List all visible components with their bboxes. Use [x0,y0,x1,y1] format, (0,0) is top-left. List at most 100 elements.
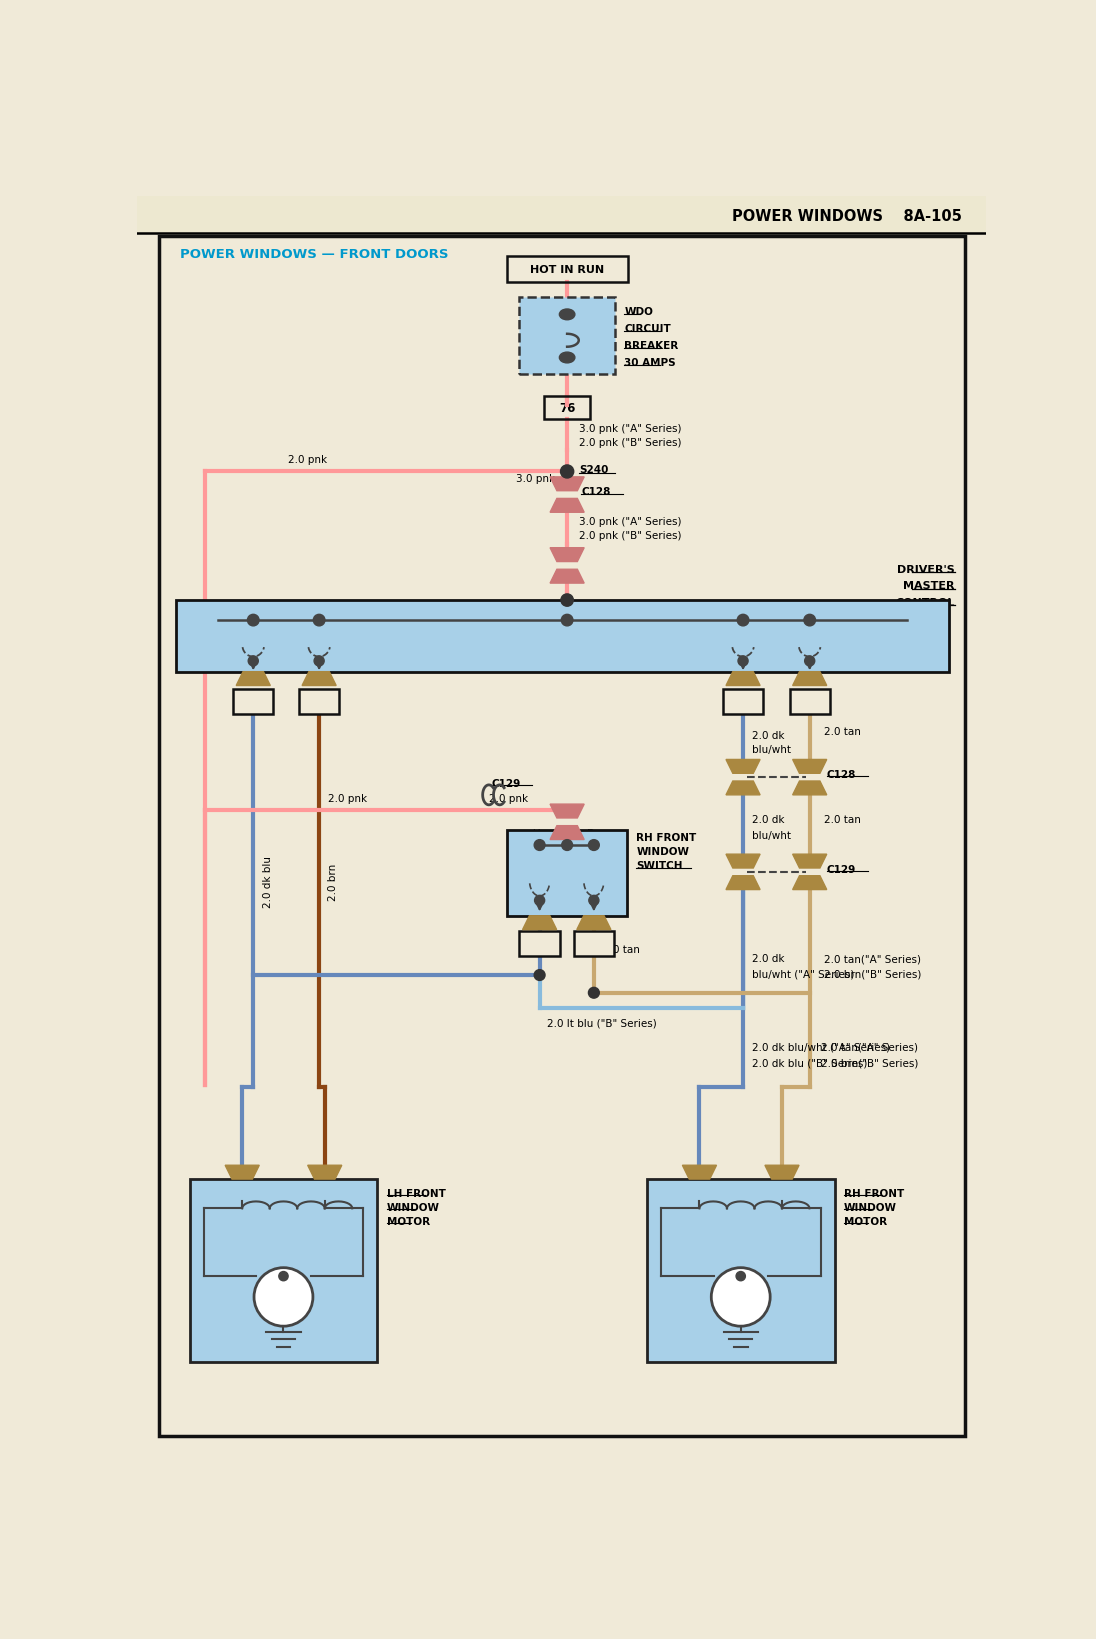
Circle shape [254,1269,313,1326]
Text: 2.0 brn("B" Series): 2.0 brn("B" Series) [821,1057,918,1067]
Text: 2.0 pnk ("B" Series): 2.0 pnk ("B" Series) [579,531,682,541]
Circle shape [315,657,324,667]
Bar [723,690,763,715]
Text: CIRCUIT: CIRCUIT [625,325,671,334]
Text: RH FRONT: RH FRONT [637,833,697,842]
Text: 3.0 pnk ("A" Series): 3.0 pnk ("A" Series) [579,425,682,434]
Circle shape [313,615,324,626]
Circle shape [804,657,814,667]
Text: MOTOR: MOTOR [387,1216,430,1226]
Circle shape [535,897,545,906]
Text: C128: C128 [826,770,856,780]
Circle shape [278,1272,288,1282]
Text: C128: C128 [581,487,610,497]
Polygon shape [683,1165,717,1180]
Polygon shape [792,877,826,890]
Bar [520,298,615,375]
Text: Dn: Dn [318,1188,332,1198]
Text: M: M [733,1290,749,1305]
Text: 2.0 pnk: 2.0 pnk [288,454,327,464]
Text: 164: 164 [241,697,265,708]
Text: RH Front: RH Front [761,606,808,616]
Ellipse shape [559,352,575,364]
Polygon shape [726,782,761,795]
Text: MASTER: MASTER [903,582,955,592]
Circle shape [737,1272,745,1282]
Bar [190,1180,377,1362]
Bar [789,690,830,715]
Text: S240: S240 [579,465,608,475]
Text: 2.0 brn: 2.0 brn [329,864,339,900]
Circle shape [248,615,259,626]
Text: Up: Up [533,829,547,839]
Text: 2.0 dk blu: 2.0 dk blu [263,856,273,908]
Text: Dn: Dn [802,603,817,613]
Text: Dn: Dn [312,603,327,613]
Bar [507,829,627,916]
Text: WINDOW: WINDOW [844,1201,897,1213]
Text: 167: 167 [582,939,606,949]
Circle shape [561,595,573,606]
Text: 2.0 tan("A" Series): 2.0 tan("A" Series) [824,954,921,964]
Polygon shape [550,500,584,513]
Bar [647,1180,834,1362]
Text: Dn: Dn [586,829,602,839]
Text: MOTOR: MOTOR [844,1216,887,1226]
Circle shape [589,841,600,851]
Polygon shape [237,672,271,687]
Circle shape [589,988,600,998]
Text: M: M [276,1290,292,1305]
Polygon shape [308,1165,342,1180]
Polygon shape [792,854,826,869]
Bar [233,690,273,715]
Text: 2.0 dk: 2.0 dk [752,731,785,741]
Text: 2.0 lt blu ("B" Series): 2.0 lt blu ("B" Series) [547,1018,658,1028]
Bar [299,690,340,715]
Text: Up: Up [693,1188,707,1198]
Text: 2.0 dk: 2.0 dk [752,954,785,964]
Text: LH FRONT: LH FRONT [387,1188,445,1198]
Text: 2.0 dk: 2.0 dk [752,815,785,824]
Text: 2.0 brn("B" Series): 2.0 brn("B" Series) [824,969,921,978]
Text: blu/wht: blu/wht [752,831,791,841]
Text: 2.0 pnk ("B" Series): 2.0 pnk ("B" Series) [579,438,682,447]
Bar [520,931,560,956]
Polygon shape [550,570,584,583]
Text: BREAKER: BREAKER [625,341,678,351]
Text: 2.0 pnk: 2.0 pnk [489,793,528,803]
Text: RH FRONT: RH FRONT [844,1188,904,1198]
Polygon shape [550,805,584,818]
Polygon shape [225,1165,260,1180]
Text: 2.0 tan: 2.0 tan [824,815,860,824]
Text: Dn: Dn [775,1188,789,1198]
Polygon shape [576,916,610,929]
Circle shape [534,841,545,851]
Polygon shape [550,477,584,492]
Text: 167: 167 [798,697,821,708]
Polygon shape [765,1165,799,1180]
Text: 2.0 dk blu/wht ("A" Series): 2.0 dk blu/wht ("A" Series) [752,1042,890,1052]
Ellipse shape [559,310,575,321]
Circle shape [560,465,573,479]
Text: Up: Up [236,1188,249,1198]
Circle shape [738,657,749,667]
Text: WINDOW: WINDOW [637,847,689,857]
Circle shape [738,615,749,626]
Text: POWER WINDOWS    8A-105: POWER WINDOWS 8A-105 [732,210,962,225]
Text: CONTROL: CONTROL [895,597,955,606]
Bar [137,197,986,234]
Polygon shape [550,826,584,841]
Bar [506,257,628,284]
Circle shape [589,897,598,906]
Text: 166: 166 [731,697,755,708]
Text: DRIVER'S: DRIVER'S [897,565,955,575]
Circle shape [561,615,573,626]
Bar [544,397,591,420]
Polygon shape [726,672,761,687]
Circle shape [803,615,815,626]
Text: WINDOW: WINDOW [387,1201,439,1213]
Text: 166: 166 [528,939,551,949]
Text: Up: Up [247,603,261,613]
Polygon shape [726,854,761,869]
Polygon shape [792,760,826,774]
